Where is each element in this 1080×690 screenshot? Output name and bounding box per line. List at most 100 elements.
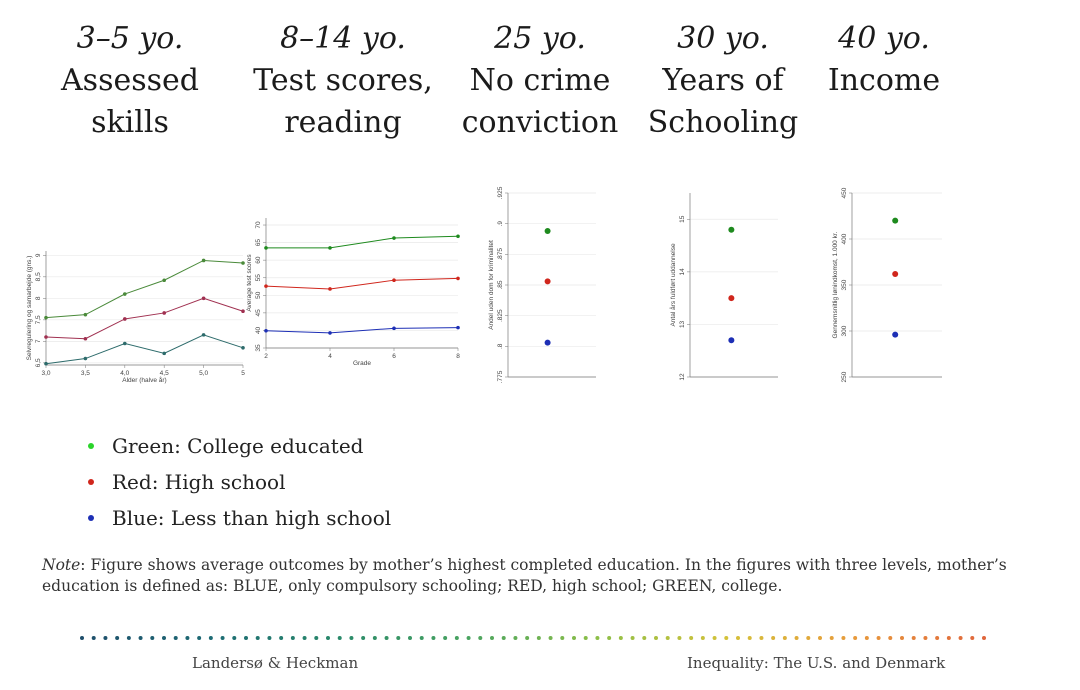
strip-dot: [454, 636, 459, 640]
strip-dot: [244, 636, 248, 640]
data-point: [892, 331, 899, 338]
strip-dot: [396, 636, 401, 640]
series-line: [265, 327, 459, 334]
strip-dot: [853, 636, 858, 640]
data-point: [728, 295, 735, 302]
series-line: [265, 277, 459, 290]
data-point: [392, 278, 396, 282]
note-lead: Note: [42, 556, 81, 574]
data-point: [544, 228, 551, 235]
strip-dot: [103, 636, 108, 640]
strip-dot: [255, 636, 260, 640]
data-point: [728, 226, 735, 233]
strip-dot: [115, 636, 120, 640]
strip-dot: [337, 636, 342, 640]
strip-dot: [829, 636, 834, 640]
strip-dot: [349, 636, 354, 640]
column-title-income: 40 yo. Income: [789, 18, 979, 102]
y-tick-label: 7,5: [35, 315, 42, 324]
strip-dot: [900, 636, 904, 640]
strip-dot: [665, 636, 670, 640]
data-point: [201, 258, 206, 263]
strip-dot: [747, 636, 752, 640]
data-point: [544, 339, 551, 346]
y-tick-label: 14: [679, 268, 686, 276]
strip-dot: [689, 636, 694, 640]
y-tick-label: 65: [255, 239, 262, 247]
strip-dot: [513, 636, 518, 640]
data-point: [328, 287, 332, 291]
x-tick-label: 4,0: [120, 370, 129, 377]
strip-dot: [864, 636, 869, 640]
x-tick-label: 5,0: [199, 370, 208, 377]
strip-dot: [232, 636, 237, 640]
y-tick-label: 55: [255, 274, 262, 282]
column-label-line: conviction: [461, 105, 619, 140]
strip-dot: [771, 636, 776, 640]
strip-dot: [431, 636, 436, 640]
data-point: [44, 315, 48, 320]
y-tick-label: 40: [255, 326, 262, 334]
data-point: [241, 261, 245, 265]
y-axis-label: Selvregulering og samarbejde (gns.): [26, 256, 33, 361]
strip-dot: [700, 636, 705, 640]
strip-dot: [326, 636, 330, 640]
legend-label: Blue: Less than high school: [112, 506, 392, 530]
strip-dot: [888, 636, 893, 640]
strip-dot: [185, 636, 190, 640]
data-point: [264, 328, 268, 333]
y-tick-label: 400: [841, 233, 848, 244]
column-label-line: reading: [284, 105, 402, 140]
strip-dot: [548, 636, 553, 640]
x-axis-label: Grade: [353, 360, 371, 367]
legend-item-red: Red: High school: [88, 464, 391, 500]
figure-note: Note: Figure shows average outcomes by m…: [42, 555, 1042, 597]
y-axis-label: Antal års fuldført uddannelse: [669, 243, 677, 326]
chart-income: 250 300 350 400 450 Gennemsnitlig lønindkomst…: [832, 187, 942, 382]
data-point: [241, 345, 245, 350]
strip-dot: [150, 636, 155, 640]
x-tick-label: 5: [241, 370, 245, 377]
y-tick-label: 70: [255, 221, 262, 229]
strip-dot: [677, 636, 682, 640]
chart-years-of-schooling: 12 13 14 15 Antal års fuldført uddannelse: [669, 193, 778, 381]
column-label-line: Income: [827, 63, 941, 98]
y-tick-label: 35: [255, 344, 262, 352]
column-age: 30 yo.: [677, 21, 769, 56]
data-point: [328, 246, 332, 250]
data-point: [892, 270, 899, 277]
column-label-line: Schooling: [647, 105, 799, 140]
series-line: [45, 297, 244, 340]
decorative-dot-strip: [80, 636, 986, 640]
strip-dot: [302, 636, 307, 640]
strip-dot: [982, 636, 986, 640]
y-tick-label: 7: [35, 339, 42, 343]
y-tick-label: .875: [497, 248, 504, 261]
chart-no-crime-conviction: .775 .8 .825 .85 .875 .9 .925 Andel uden dom fo…: [488, 186, 596, 383]
data-point: [892, 217, 899, 224]
column-label-line: skills: [91, 105, 169, 140]
strip-dot: [478, 636, 483, 640]
column-title-assessed-skills: 3–5 yo. Assessed skills: [35, 18, 225, 144]
strip-dot: [583, 636, 588, 640]
strip-dot: [876, 636, 881, 640]
x-tick-label: 3,0: [41, 370, 50, 377]
column-label-line: No crime: [469, 63, 611, 98]
strip-dot: [724, 636, 729, 640]
y-tick-label: 13: [679, 320, 686, 328]
strip-dot: [794, 636, 799, 640]
y-tick-label: 60: [255, 256, 262, 264]
column-age: 25 yo.: [494, 21, 586, 56]
strip-dot: [630, 636, 635, 640]
green-dot-icon: [88, 443, 94, 449]
x-tick-label: 6: [392, 353, 396, 360]
strip-dot: [618, 636, 623, 640]
y-tick-label: 300: [841, 325, 848, 336]
data-point: [123, 341, 127, 346]
strip-dot: [841, 636, 846, 640]
data-point: [162, 351, 166, 356]
data-point: [123, 317, 127, 321]
data-point: [456, 234, 460, 239]
strip-dot: [314, 636, 319, 640]
note-text: : Figure shows average outcomes by mothe…: [42, 556, 1007, 595]
